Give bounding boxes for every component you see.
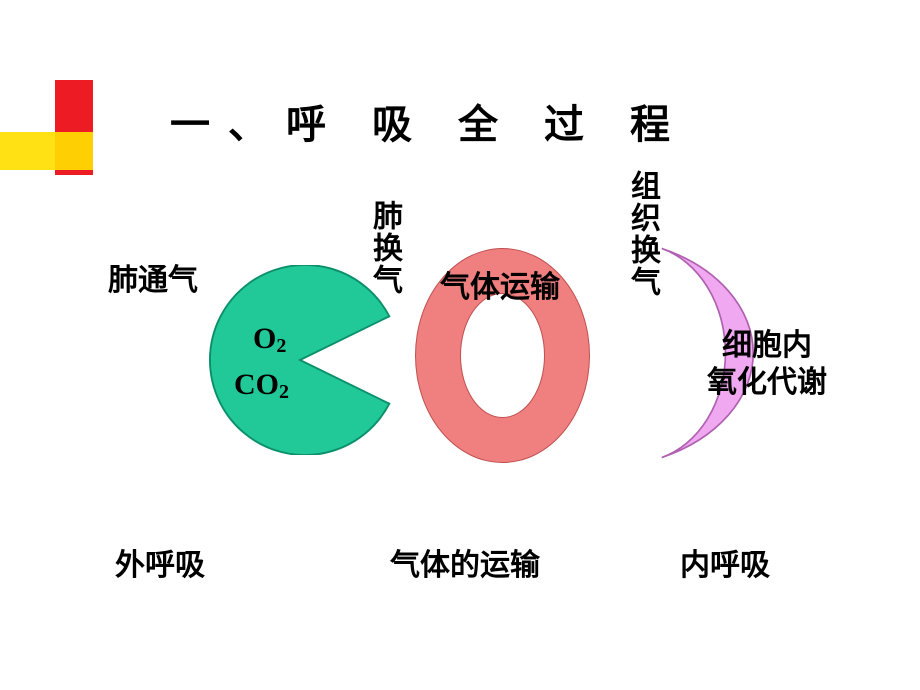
o2-text: O [253, 322, 276, 355]
co2-text: CO [234, 368, 279, 401]
label-tissue-exchange: 组织换气 [620, 170, 664, 298]
label-internal-respiration: 内呼吸 [680, 540, 770, 584]
o2-sub: 2 [276, 335, 286, 357]
label-o2: O2 [253, 322, 286, 356]
label-gas-transport: 气体运输 [440, 262, 560, 306]
label-cell-line2: 氧化代谢 [707, 357, 827, 401]
deco-yellow-bar [0, 132, 93, 170]
label-external-respiration: 外呼吸 [115, 540, 205, 584]
label-co2: CO2 [234, 368, 289, 402]
slide-root: 一、呼 吸 全 过 程 肺通气 肺换气 气体运输 组织换气 细胞内 氧化代谢 O… [0, 0, 920, 690]
page-title: 一、呼 吸 全 过 程 [170, 92, 688, 150]
co2-sub: 2 [279, 381, 289, 403]
label-gas-transport-bottom: 气体的运输 [390, 540, 540, 584]
label-lung-exchange: 肺换气 [362, 200, 406, 296]
label-lung-ventilation: 肺通气 [108, 255, 198, 299]
donut-inner [460, 293, 545, 418]
